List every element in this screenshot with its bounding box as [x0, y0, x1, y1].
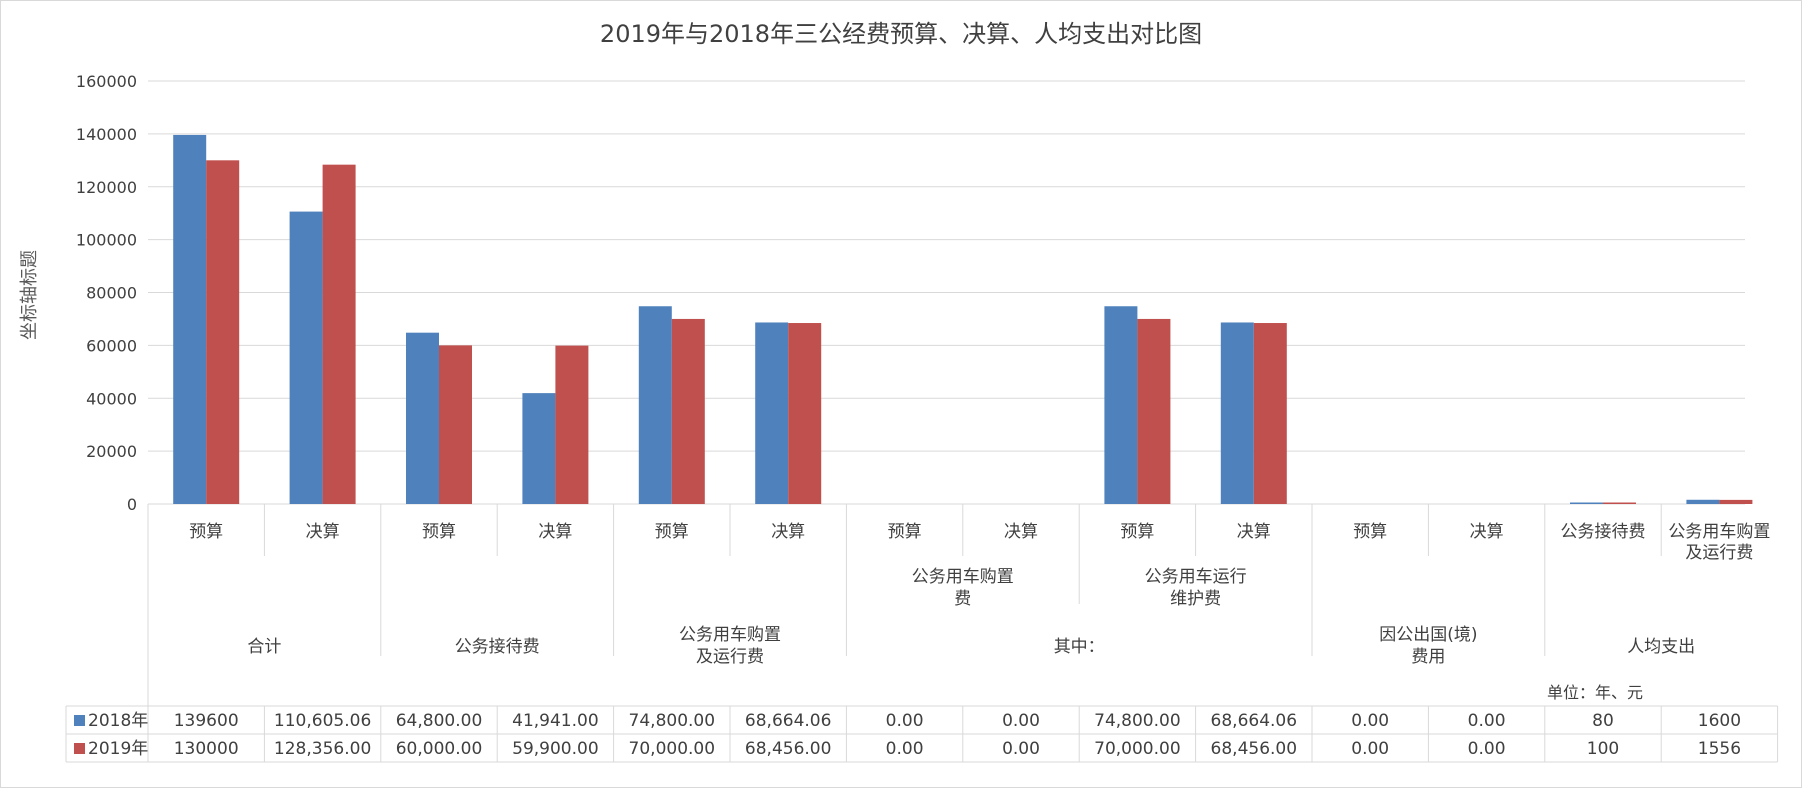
y-tick-label: 80000: [86, 284, 137, 303]
bar: [788, 323, 822, 504]
table-cell: 0.00: [1468, 739, 1506, 759]
bar: [1603, 502, 1636, 504]
table-cell: 64,800.00: [396, 711, 483, 731]
table-cell: 68,664.06: [745, 711, 832, 731]
table-cell: 59,900.00: [512, 739, 599, 759]
legend-swatch: [74, 715, 85, 726]
y-tick-label: 60000: [86, 336, 137, 355]
bar: [206, 160, 240, 504]
bar: [1104, 306, 1138, 504]
table-cell: 74,800.00: [629, 711, 716, 731]
table-cell: 68,664.06: [1211, 711, 1298, 731]
legend-swatch: [74, 743, 85, 754]
table-cell: 0.00: [886, 739, 924, 759]
category-group-label: 公务用车购置及运行费: [679, 625, 781, 667]
category-group-label: 公务用车运行维护费: [1145, 567, 1247, 609]
category-label: 公务用车购置及运行费: [1668, 522, 1770, 563]
bar: [671, 318, 705, 504]
bar: [322, 164, 356, 505]
table-cell: 0.00: [886, 711, 924, 731]
table-cell: 1556: [1698, 739, 1741, 759]
table-cell: 139600: [174, 711, 239, 731]
bar: [289, 211, 323, 504]
bar: [173, 134, 207, 504]
category-label: 预算: [189, 522, 223, 542]
category-group-label: 合计: [247, 637, 281, 657]
category-label: 预算: [1353, 522, 1387, 542]
bar: [1570, 502, 1603, 504]
chart-title: 2019年与2018年三公经费预算、决算、人均支出对比图: [599, 20, 1203, 48]
legend-label: 2019年: [88, 739, 148, 759]
category-label: 预算: [422, 522, 456, 542]
category-label: 决算: [1470, 522, 1504, 542]
bar: [1719, 499, 1753, 504]
y-tick-label: 20000: [86, 442, 137, 461]
table-cell: 110,605.06: [274, 711, 371, 731]
category-group-label: 公务用车购置费: [912, 567, 1014, 609]
bar: [439, 345, 472, 504]
category-label: 预算: [655, 522, 689, 542]
table-cell: 1600: [1698, 711, 1741, 731]
table-cell: 100: [1587, 739, 1619, 759]
legend-label: 2018年: [88, 711, 148, 731]
table-cell: 0.00: [1002, 739, 1040, 759]
category-group-label: 人均支出: [1627, 637, 1695, 657]
table-cell: 68,456.00: [1211, 739, 1298, 759]
bar: [555, 345, 589, 504]
y-tick-label: 140000: [76, 125, 137, 144]
table-cell: 70,000.00: [1094, 739, 1181, 759]
category-group-label: 其中：: [1054, 637, 1105, 657]
table-cell: 0.00: [1351, 711, 1389, 731]
bar: [1220, 322, 1254, 504]
table-cell: 80: [1592, 711, 1614, 731]
table-cell: 0.00: [1351, 739, 1389, 759]
table-cell: 68,456.00: [745, 739, 832, 759]
category-label: 决算: [306, 522, 340, 542]
y-tick-label: 40000: [86, 389, 137, 408]
bar: [406, 332, 439, 504]
category-label: 预算: [888, 522, 922, 542]
y-tick-label: 0: [127, 495, 137, 514]
y-tick-label: 120000: [76, 178, 137, 197]
bar: [1253, 323, 1287, 504]
bar: [755, 322, 789, 504]
category-label: 公务接待费: [1561, 522, 1646, 542]
category-group-label: 公务接待费: [455, 637, 540, 657]
bar: [522, 393, 556, 504]
table-cell: 0.00: [1468, 711, 1506, 731]
y-tick-label: 100000: [76, 231, 137, 250]
unit-note: 单位：年、元: [1547, 683, 1644, 702]
bar: [638, 306, 672, 504]
category-label: 决算: [1237, 522, 1271, 542]
y-tick-label: 160000: [76, 72, 137, 91]
category-label: 预算: [1120, 522, 1154, 542]
category-label: 决算: [538, 522, 572, 542]
table-cell: 74,800.00: [1094, 711, 1181, 731]
table-cell: 70,000.00: [629, 739, 716, 759]
category-label: 决算: [1004, 522, 1038, 542]
bar: [1686, 499, 1720, 504]
table-cell: 0.00: [1002, 711, 1040, 731]
table-cell: 60,000.00: [396, 739, 483, 759]
table-cell: 130000: [174, 739, 239, 759]
table-cell: 128,356.00: [274, 739, 371, 759]
bar: [1137, 318, 1171, 504]
category-group-label: 因公出国(境)费用: [1379, 625, 1477, 667]
table-cell: 41,941.00: [512, 711, 599, 731]
category-label: 决算: [771, 522, 805, 542]
